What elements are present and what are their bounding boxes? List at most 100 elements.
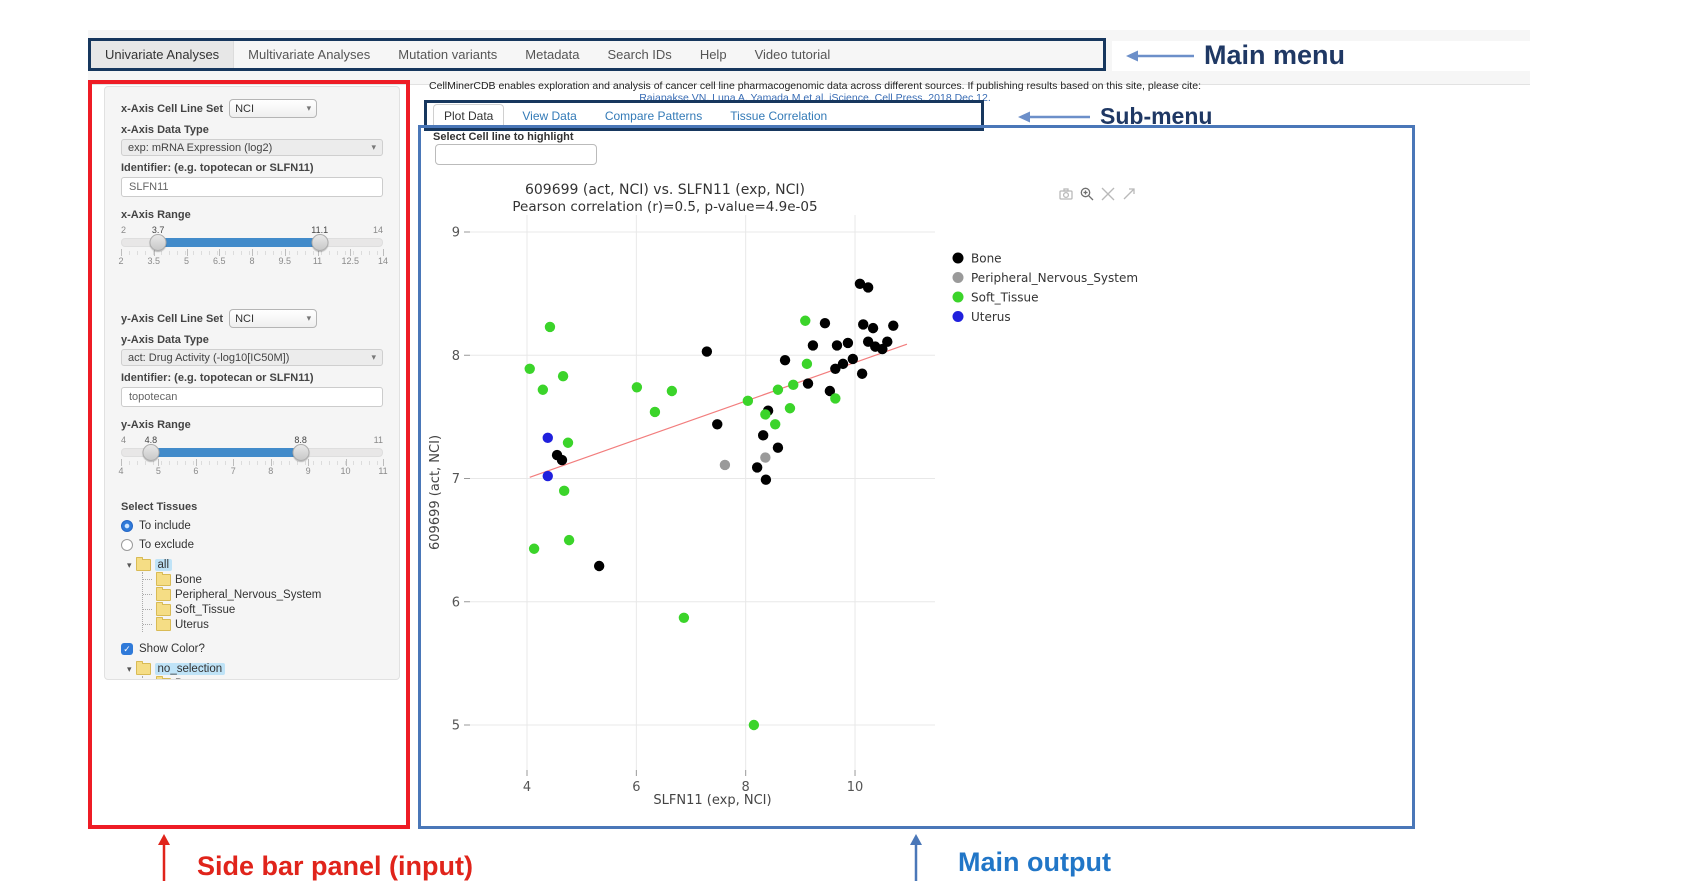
slider-handle-to[interactable]: [311, 234, 329, 251]
menu-item-metadata[interactable]: Metadata: [525, 47, 580, 62]
menu-item-multivariate-analyses[interactable]: Multivariate Analyses: [248, 47, 371, 62]
folder-icon: [135, 557, 151, 571]
reset-axes-icon[interactable]: [1121, 186, 1137, 202]
menu-item-mutation-variants[interactable]: Mutation variants: [398, 47, 498, 62]
arrow-left-icon: [1018, 111, 1090, 123]
data-point-soft-tissue: [562, 437, 574, 448]
slider-tick: [219, 249, 221, 256]
data-point-uterus: [542, 432, 553, 444]
x-tick-label: 4: [523, 780, 531, 795]
plot-title: 609699 (act, NCI) vs. SLFN11 (exp, NCI): [525, 182, 805, 198]
legend-item-peripheral-nervous-system[interactable]: Peripheral_Nervous_System: [952, 271, 1139, 285]
data-point-soft-tissue: [563, 534, 575, 546]
show-color-label: Show Color?: [139, 643, 205, 655]
collapse-icon[interactable]: ▾: [127, 559, 132, 570]
legend-item-bone[interactable]: Bone: [952, 252, 1002, 266]
tree-item-peripheral-nervous-system[interactable]: Peripheral_Nervous_System: [143, 586, 383, 602]
data-point-uterus: [542, 470, 553, 482]
slider-tick: [233, 459, 235, 466]
data-point-soft-tissue: [742, 395, 754, 407]
x-axis-range-label: x-Axis Range: [121, 209, 191, 221]
data-point-peripheral-nervous-system: [760, 452, 771, 463]
collapse-icon[interactable]: ▾: [127, 663, 132, 674]
x-axis-data-type-select[interactable]: exp: mRNA Expression (log2) ▾: [121, 139, 383, 156]
slider-handle-from[interactable]: [142, 444, 160, 461]
menu-item-univariate-analyses[interactable]: Univariate Analyses: [91, 41, 235, 68]
legend-item-uterus[interactable]: Uterus: [952, 310, 1011, 324]
highlight-cell-line-input[interactable]: [435, 144, 597, 165]
camera-icon[interactable]: [1058, 186, 1074, 202]
chevron-down-icon: ▾: [306, 313, 312, 323]
slider-tick-label: 2: [118, 256, 124, 266]
legend-marker: [952, 311, 964, 322]
slider-tick-label: 8: [268, 466, 274, 476]
slider-from-value: 3.7: [151, 225, 165, 235]
folder-icon: [156, 586, 171, 601]
data-point-bone: [712, 419, 723, 430]
y-tick-label: 6: [452, 595, 460, 610]
sidebar-panel: [88, 80, 410, 829]
tab-tissue-correlation[interactable]: Tissue Correlation: [730, 108, 828, 123]
tree-item-soft-tissue[interactable]: Soft_Tissue: [143, 601, 383, 617]
data-point-bone: [701, 346, 713, 357]
radio-to-include[interactable]: To include: [121, 520, 383, 532]
y-axis-identifier-input[interactable]: [121, 387, 383, 407]
data-point-bone: [842, 337, 854, 349]
data-point-bone: [824, 385, 836, 397]
y-axis-cell-line-set-select[interactable]: NCI ▾: [229, 309, 318, 328]
slider-tick-label: 6.5: [212, 256, 226, 266]
zoom-in-icon[interactable]: [1079, 186, 1095, 202]
data-point-bone: [757, 430, 769, 441]
menu-item-video-tutorial[interactable]: Video tutorial: [754, 47, 831, 62]
x-axis-identifier-input[interactable]: [121, 177, 383, 197]
x-tick-label: 8: [742, 780, 750, 795]
tree-item-uterus[interactable]: Uterus: [143, 616, 383, 632]
slider-tick-label: 9.5: [278, 256, 292, 266]
tab-view-data[interactable]: View Data: [522, 108, 577, 123]
pan-icon[interactable]: [1100, 186, 1116, 202]
menu-item-search-ids[interactable]: Search IDs: [607, 47, 672, 62]
tab-compare-patterns[interactable]: Compare Patterns: [604, 108, 703, 123]
main-output-panel: [418, 125, 1415, 829]
tab-plot-data[interactable]: Plot Data: [433, 103, 505, 128]
slider-tick: [121, 249, 122, 256]
slider-tick-label: 11: [378, 466, 388, 476]
highlight-cell-line-label: Select Cell line to highlight: [433, 131, 574, 143]
data-point-bone: [854, 278, 866, 289]
tree-item-bone[interactable]: Bone: [143, 675, 383, 680]
legend-marker: [952, 291, 964, 303]
slider-handle-from[interactable]: [149, 234, 167, 251]
tree-item-label: Bone: [175, 678, 202, 680]
radio-to-exclude[interactable]: To exclude: [121, 539, 383, 551]
header-description: CellMinerCDB enables exploration and ana…: [429, 80, 1201, 92]
x-axis-cell-line-set-label: x-Axis Cell Line Set: [121, 102, 224, 115]
slider-tick-label: 5: [183, 256, 190, 266]
tree-root-all[interactable]: ▾ all: [127, 557, 383, 571]
x-axis-range-slider[interactable]: 2 14 3.7 11.1 2 3.5 5 6.5 8 9.5 11 12.5 14: [118, 225, 388, 266]
x-axis-data-type-label: x-Axis Data Type: [121, 124, 209, 136]
y-axis-data-type-select[interactable]: act: Drug Activity (-log10[IC50M]) ▾: [121, 349, 383, 366]
tree-children: Bone Peripheral_Nervous_System Soft_Tissue…: [142, 571, 383, 632]
radio-checked-icon: [121, 520, 133, 532]
y-axis-range-slider[interactable]: 4 11 4.8 8.8 4 5 6 7 8 9 10 11: [118, 435, 387, 476]
menu-item-help[interactable]: Help: [699, 47, 727, 62]
legend-item-soft-tissue[interactable]: Soft_Tissue: [952, 291, 1039, 305]
show-color-checkbox[interactable]: ✓ Show Color?: [121, 643, 383, 655]
tree-item-bone[interactable]: Bone: [143, 571, 383, 587]
data-point-peripheral-nervous-system: [719, 459, 731, 471]
data-point-bone: [831, 340, 843, 351]
chevron-down-icon: ▾: [371, 352, 376, 362]
slider-handle-to[interactable]: [292, 444, 310, 461]
tree-root-no-selection[interactable]: ▾ no_selection: [127, 661, 383, 675]
plot-subtitle: Pearson correlation (r)=0.5, p-value=4.9…: [512, 199, 817, 215]
x-axis-cell-line-set-select[interactable]: NCI ▾: [229, 99, 318, 118]
main-menu-annotation: Main menu: [1204, 40, 1346, 70]
data-point-soft-tissue: [770, 419, 781, 430]
data-point-soft-tissue: [558, 485, 570, 497]
slider-tick: [252, 249, 253, 256]
data-point-soft-tissue: [800, 315, 811, 326]
x-axis-identifier-label: Identifier: (e.g. topotecan or SLFN11): [121, 162, 314, 174]
y-tick-label: 8: [452, 349, 460, 364]
data-point-soft-tissue: [537, 384, 549, 395]
